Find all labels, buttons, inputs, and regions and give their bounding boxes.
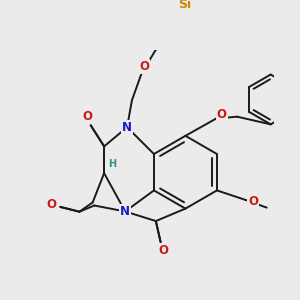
Text: O: O [217, 108, 227, 121]
Text: Si: Si [178, 0, 191, 11]
Text: N: N [120, 205, 130, 218]
Text: O: O [46, 197, 57, 211]
Text: O: O [83, 110, 93, 123]
Text: O: O [139, 60, 149, 74]
Text: O: O [158, 244, 169, 257]
Text: O: O [248, 195, 258, 208]
Text: H: H [108, 159, 116, 169]
Text: N: N [122, 121, 132, 134]
